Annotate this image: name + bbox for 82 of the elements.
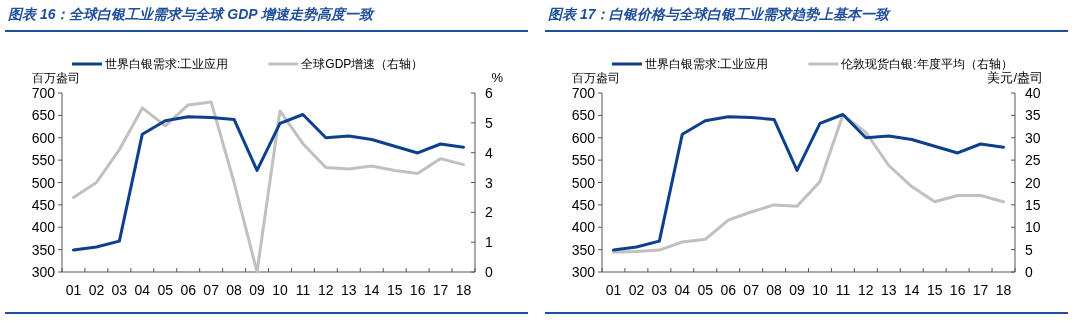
y2-tick-label: 40 <box>1025 85 1041 101</box>
y-tick-label: 500 <box>571 174 596 191</box>
x-tick-label: 05 <box>697 282 714 298</box>
line-series <box>71 100 466 274</box>
y2-tick-label: 25 <box>1025 152 1041 169</box>
x-tick-label: 05 <box>157 282 174 298</box>
x-tick-label: 01 <box>65 282 82 298</box>
x-tick-label: 18 <box>455 282 472 298</box>
chart-title: 图表 17：白银价格与全球白银工业需求趋势上基本一致 <box>548 6 892 22</box>
y2-tick-label: 6 <box>485 85 493 101</box>
x-tick-label: 10 <box>272 282 288 298</box>
x-tick-label: 09 <box>789 282 806 298</box>
y-tick-label: 450 <box>31 196 56 213</box>
x-tick-label: 04 <box>674 282 691 298</box>
x-tick-label: 13 <box>341 282 357 298</box>
x-tick-label: 12 <box>318 282 334 298</box>
y2-tick-label: 30 <box>1025 129 1041 146</box>
y-tick-label: 300 <box>571 264 596 280</box>
y-axis-title: 百万盎司 <box>572 71 620 85</box>
y2-tick-label: 15 <box>1025 196 1041 213</box>
x-tick-label: 16 <box>949 282 966 298</box>
legend-label: 世界白银需求:工业应用 <box>105 57 229 71</box>
y2-tick-label: 20 <box>1025 174 1041 191</box>
y-tick-label: 400 <box>571 219 596 236</box>
y2-tick-label: 35 <box>1025 107 1041 124</box>
x-tick-label: 01 <box>605 282 622 298</box>
y-tick-label: 550 <box>571 152 596 169</box>
x-tick-label: 03 <box>651 282 668 298</box>
chart-title: 图表 16：全球白银工业需求与全球 GDP 增速走势高度一致 <box>8 6 376 22</box>
y2-tick-label: 10 <box>1025 219 1041 236</box>
x-tick-label: 13 <box>881 282 897 298</box>
y-tick-label: 650 <box>571 107 596 124</box>
y2-tick-label: 0 <box>485 264 493 280</box>
y2-tick-label: 5 <box>1025 241 1033 258</box>
y2-tick-label: 1 <box>485 234 493 251</box>
x-tick-label: 16 <box>409 282 426 298</box>
x-tick-label: 17 <box>972 282 989 298</box>
y-tick-label: 450 <box>571 196 596 213</box>
legend-label: 伦敦现货白银:年度平均（右轴） <box>841 57 1013 71</box>
x-tick-label: 11 <box>295 282 311 298</box>
x-tick-label: 08 <box>226 282 243 298</box>
y-tick-label: 350 <box>571 241 596 258</box>
y-tick-label: 350 <box>31 241 56 258</box>
y2-tick-label: 2 <box>485 204 493 221</box>
x-tick-label: 04 <box>134 282 151 298</box>
legend-label: 全球GDP增速（右轴） <box>301 57 424 71</box>
y2-axis-title: 美元/盎司 <box>987 70 1043 85</box>
x-tick-label: 07 <box>203 282 220 298</box>
y-tick-label: 300 <box>31 264 56 280</box>
x-tick-label: 12 <box>858 282 874 298</box>
y2-tick-label: 5 <box>485 114 493 131</box>
x-tick-label: 14 <box>363 282 380 298</box>
y-axis-title: 百万盎司 <box>32 71 80 85</box>
y-tick-label: 550 <box>31 152 56 169</box>
y-tick-label: 600 <box>571 129 596 146</box>
y2-tick-label: 0 <box>1025 264 1033 280</box>
x-tick-label: 03 <box>111 282 128 298</box>
legend-label: 世界白银需求:工业应用 <box>645 57 769 71</box>
x-tick-label: 18 <box>995 282 1012 298</box>
y2-tick-label: 3 <box>485 174 493 191</box>
x-tick-label: 06 <box>180 282 197 298</box>
y-tick-label: 650 <box>31 107 56 124</box>
x-tick-label: 07 <box>743 282 760 298</box>
x-tick-label: 02 <box>628 282 645 298</box>
x-tick-label: 15 <box>386 282 403 298</box>
y-tick-label: 400 <box>31 219 56 236</box>
y-tick-label: 500 <box>31 174 56 191</box>
y2-tick-label: 4 <box>485 144 493 161</box>
line-series <box>71 112 466 252</box>
x-tick-label: 15 <box>926 282 943 298</box>
x-tick-label: 11 <box>835 282 851 298</box>
y-tick-label: 700 <box>31 85 56 101</box>
x-tick-label: 14 <box>903 282 920 298</box>
y-tick-label: 700 <box>571 85 596 101</box>
x-tick-label: 08 <box>766 282 783 298</box>
x-tick-label: 17 <box>432 282 449 298</box>
x-tick-label: 06 <box>720 282 737 298</box>
x-tick-label: 10 <box>812 282 828 298</box>
x-tick-label: 02 <box>88 282 105 298</box>
y2-axis-title: % <box>491 70 504 85</box>
x-tick-label: 09 <box>249 282 266 298</box>
y-tick-label: 600 <box>31 129 56 146</box>
